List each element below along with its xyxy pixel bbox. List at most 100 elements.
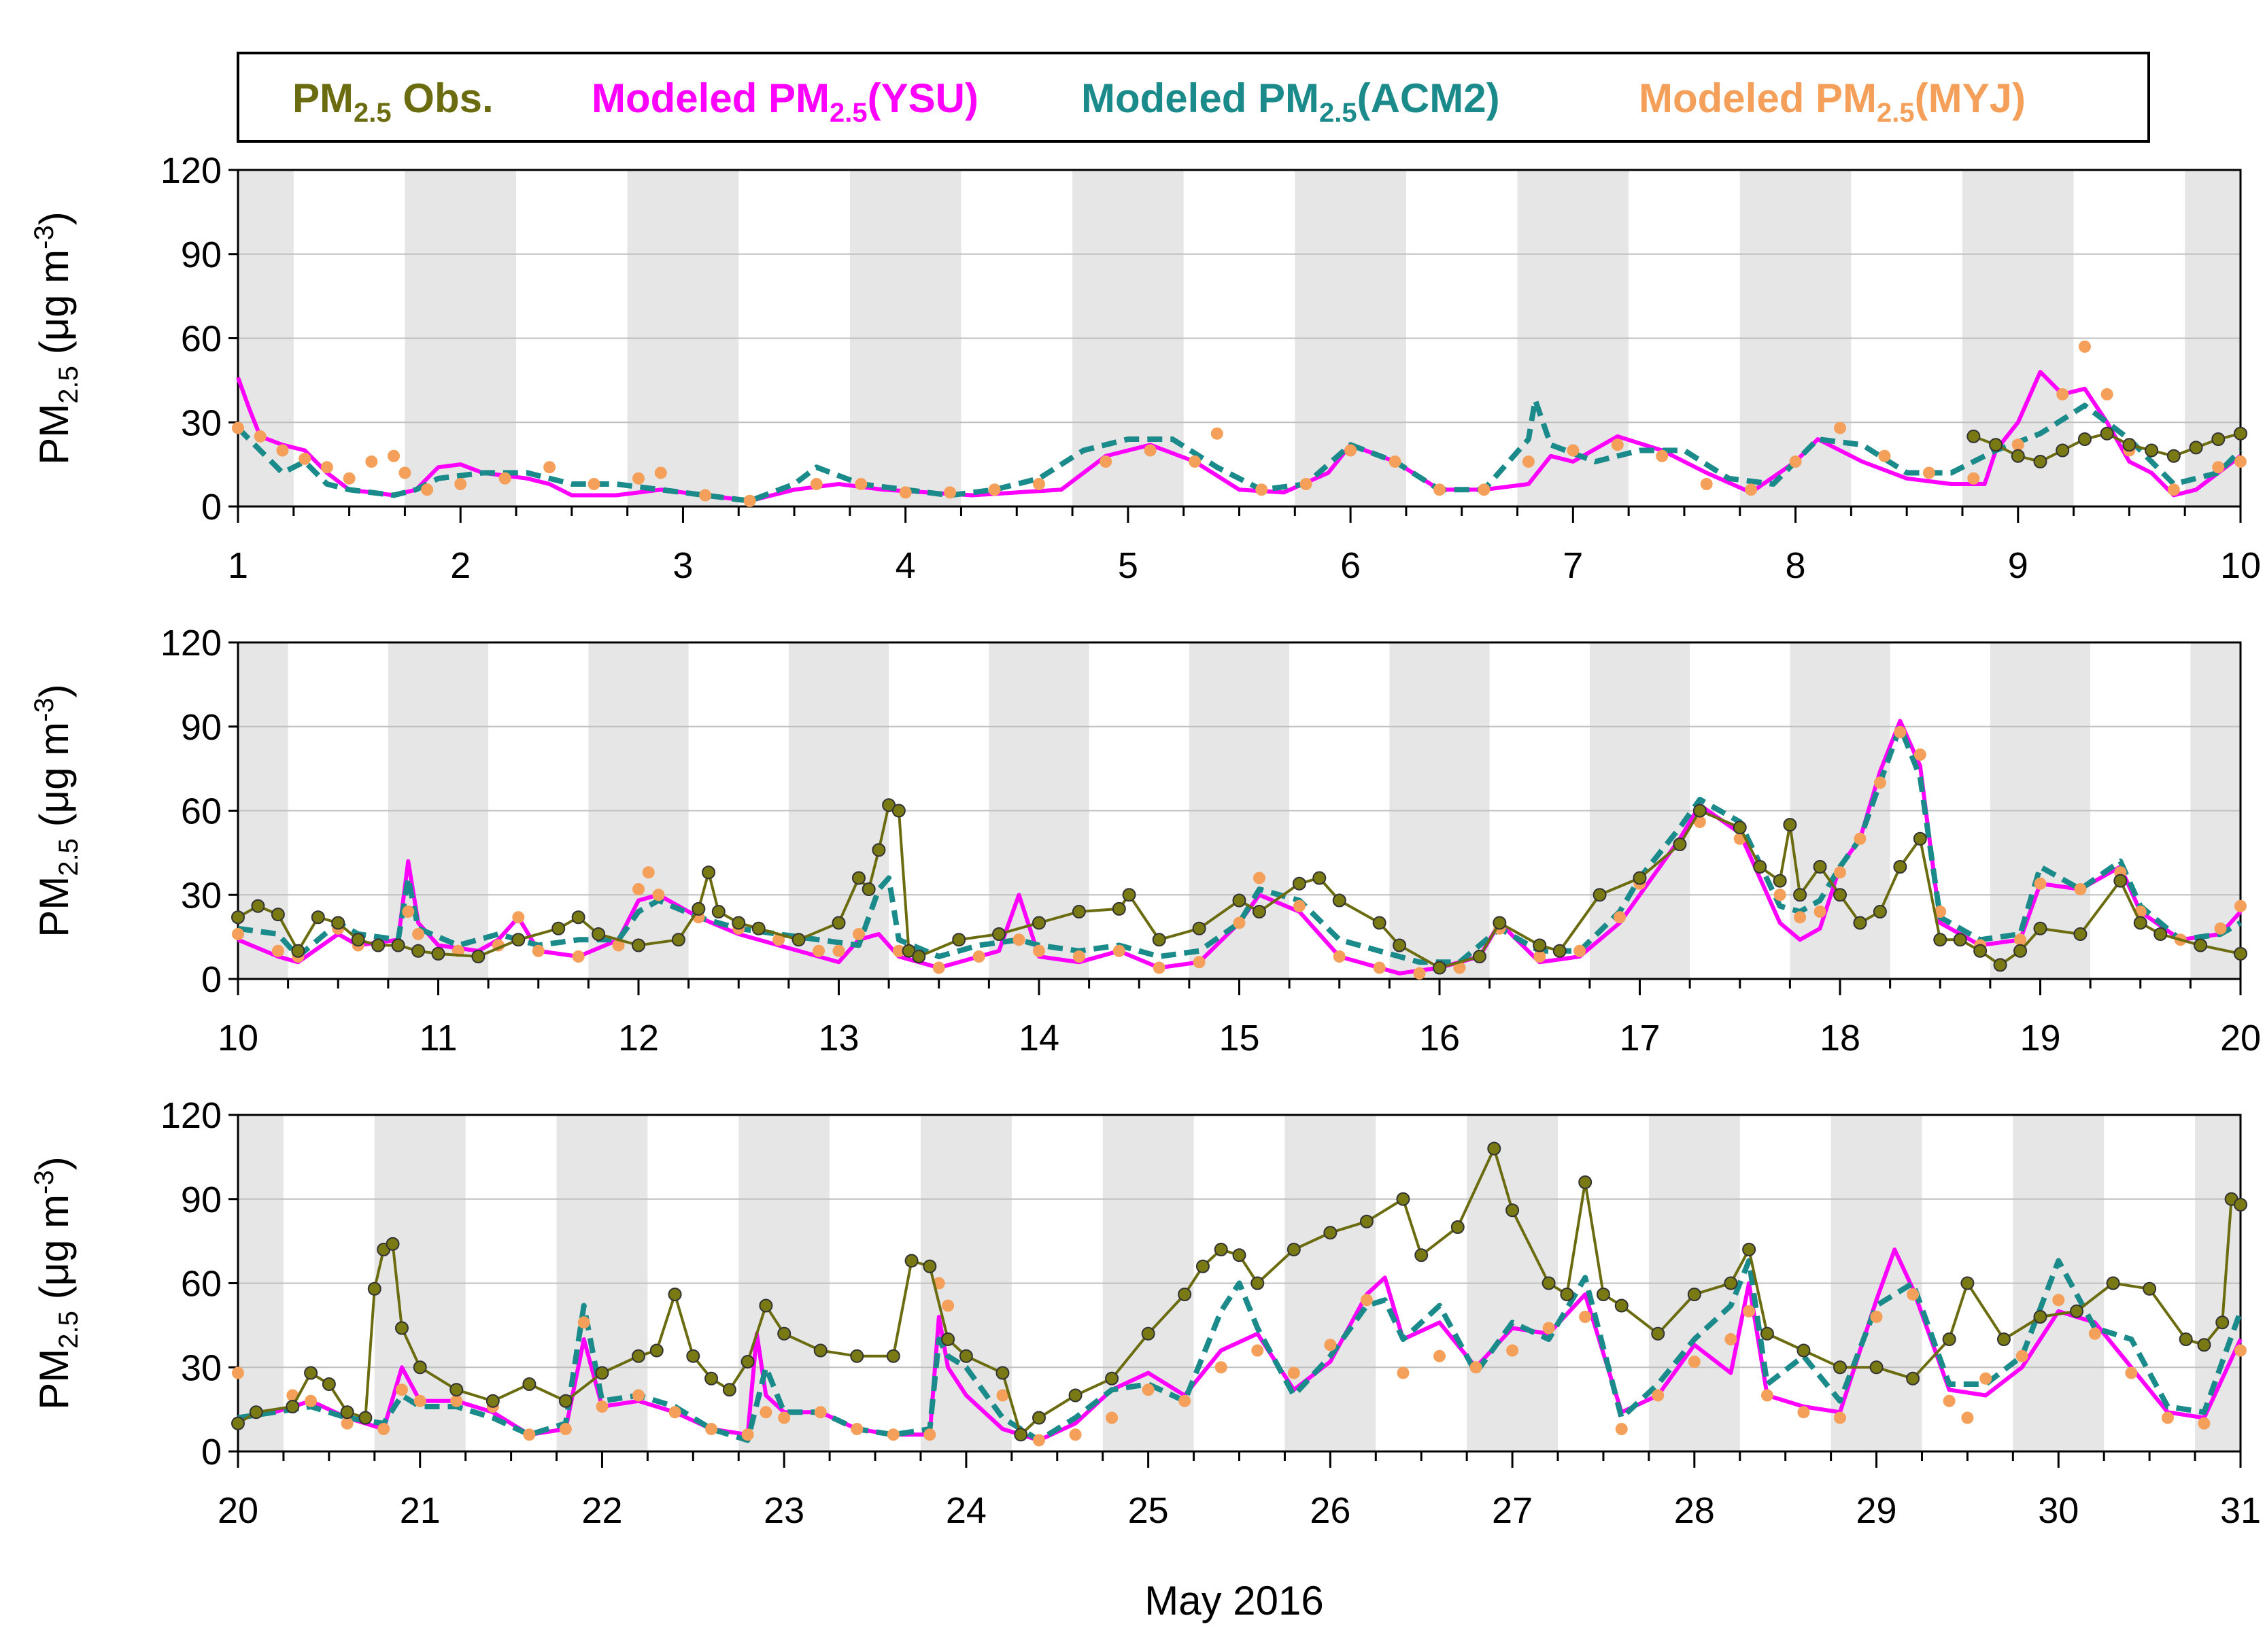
series-myj-point	[2074, 883, 2087, 895]
series-myj-point	[1834, 866, 1846, 879]
series-obs-point	[1372, 916, 1386, 930]
series-myj-point	[2088, 1327, 2101, 1340]
series-myj-point	[299, 452, 311, 465]
series-myj-point	[454, 478, 467, 490]
series-obs-point	[340, 1405, 354, 1419]
series-obs-point	[1673, 838, 1687, 851]
series-obs-point	[2194, 938, 2208, 952]
series-obs-point	[777, 1326, 791, 1341]
series-obs-point	[595, 1366, 609, 1380]
series-obs-point	[1112, 901, 1126, 916]
x-axis-label: May 2016	[1144, 1578, 1324, 1623]
series-myj-point	[1567, 444, 1580, 457]
series-obs-point	[1250, 1276, 1265, 1290]
series-obs-point	[952, 933, 966, 947]
series-myj-point	[2198, 1417, 2211, 1430]
series-obs-point	[1760, 1326, 1774, 1341]
series-myj-point	[899, 486, 912, 499]
series-myj-point	[652, 889, 665, 901]
series-obs-point	[722, 1383, 736, 1397]
series-myj-point	[760, 1406, 772, 1419]
series-myj-point	[1178, 1394, 1191, 1407]
series-obs-point	[791, 933, 806, 947]
series-myj-point	[944, 486, 957, 499]
series-obs-point	[1141, 1326, 1155, 1341]
series-myj-point	[1433, 1349, 1446, 1362]
series-obs-point	[371, 938, 386, 952]
series-myj-point	[572, 950, 585, 963]
series-obs-point	[271, 908, 285, 922]
y-tick-label: 90	[181, 1180, 222, 1220]
legend-box	[237, 52, 2150, 143]
series-myj-point	[1012, 933, 1025, 946]
series-myj-point	[1614, 911, 1627, 924]
series-myj-point	[559, 1423, 572, 1435]
series-myj-point	[1573, 944, 1586, 957]
series-obs-point	[1393, 938, 1407, 952]
series-myj-point	[1873, 776, 1886, 789]
series-obs-point	[2033, 455, 2047, 468]
series-obs-point	[1192, 921, 1206, 935]
series-myj-point	[2212, 461, 2225, 474]
series-obs-point	[1633, 871, 1647, 885]
series-myj-point	[377, 1423, 390, 1435]
series-myj-point	[1813, 906, 1826, 918]
series-myj-point	[887, 1428, 900, 1441]
series-myj-point	[2167, 483, 2180, 496]
series-obs-point	[740, 1355, 755, 1369]
series-myj-point	[1397, 1366, 1410, 1379]
series-obs-point	[1072, 905, 1086, 918]
series-myj-point	[320, 461, 333, 474]
series-myj-point	[1469, 1361, 1482, 1374]
series-obs-point	[394, 1321, 409, 1335]
series-myj-point	[1112, 944, 1125, 957]
series-myj-point	[1743, 1305, 1756, 1318]
series-myj-point	[1789, 455, 1802, 468]
series-myj-point	[2161, 1411, 2174, 1424]
series-obs-point	[632, 1349, 645, 1363]
series-obs-point	[923, 1259, 937, 1273]
series-obs-point	[1312, 871, 1327, 885]
series-obs-point	[2033, 1310, 2047, 1324]
series-obs-point	[1232, 893, 1246, 908]
series-obs-point	[2070, 1304, 2084, 1318]
series-myj-point	[512, 911, 525, 924]
series-obs-point	[1152, 933, 1166, 947]
series-myj-point	[1794, 911, 1807, 924]
series-myj-point	[1652, 1389, 1665, 1402]
x-tick-label: 4	[896, 545, 916, 586]
y-tick-label: 0	[201, 1432, 222, 1473]
series-myj-point	[988, 483, 1001, 496]
series-obs-point	[1692, 804, 1707, 818]
series-ysu-line	[236, 370, 2242, 503]
series-obs-point	[1853, 916, 1867, 930]
series-obs-point	[1796, 1343, 1811, 1358]
x-tick-label: 1	[228, 545, 248, 586]
series-obs-point	[2133, 916, 2147, 930]
series-acm2-line	[236, 397, 2243, 504]
series-myj-point	[923, 1428, 936, 1441]
series-obs-point	[1773, 874, 1787, 888]
x-tick-label: 19	[2020, 1018, 2060, 1059]
series-obs-point	[551, 921, 566, 935]
series-obs-point	[902, 944, 916, 958]
series-obs-point	[2234, 1198, 2247, 1211]
series-myj-point	[1745, 483, 1758, 496]
series-myj-point	[1834, 421, 1846, 434]
series-obs-point	[995, 1366, 1010, 1380]
series-myj-point	[1293, 899, 1306, 912]
series-obs-point	[851, 871, 866, 885]
series-obs-point	[358, 1411, 373, 1425]
y-tick-label: 0	[201, 959, 222, 1000]
series-obs-point	[992, 927, 1006, 941]
series-obs-point	[759, 1298, 773, 1313]
x-tick-label: 26	[1310, 1490, 1350, 1531]
series-obs-point	[904, 1254, 919, 1268]
series-obs-point	[850, 1349, 864, 1363]
series-obs-point	[1252, 905, 1266, 918]
x-tick-label: 17	[1619, 1018, 1660, 1059]
y-tick-label: 0	[201, 487, 222, 528]
series-obs-point	[1651, 1326, 1665, 1341]
series-obs-point	[2143, 1281, 2157, 1296]
series-obs-point	[592, 927, 606, 941]
